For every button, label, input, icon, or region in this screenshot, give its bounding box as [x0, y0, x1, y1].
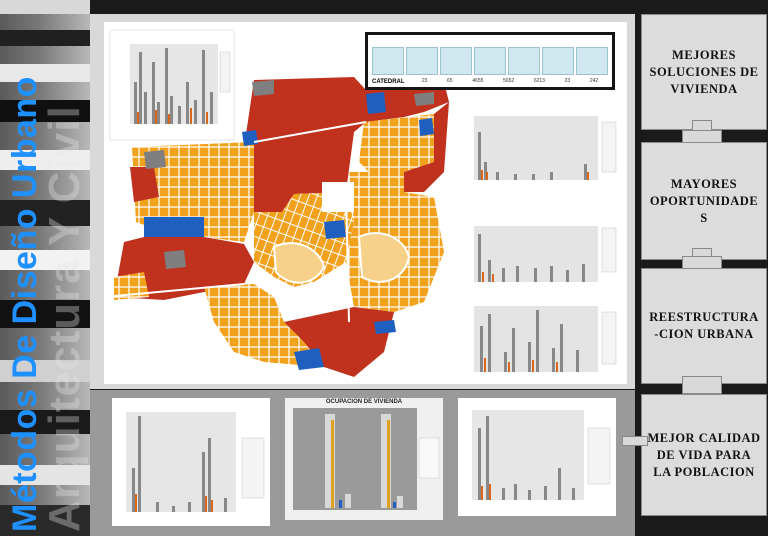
step-label-line: MEJORES	[672, 47, 736, 62]
table-row-label: CATEDRAL	[372, 79, 405, 85]
band-stripe	[0, 0, 90, 14]
step-label-line: OPORTUNIDADE	[649, 193, 759, 208]
table-cell	[474, 47, 506, 75]
step-box-calidad-de-vida: MEJOR CALIDAD DE VIDA PARA LA POBLACION	[641, 394, 767, 516]
table-cell	[542, 47, 574, 75]
bottom-chart-2: OCUPACION DE VIVIENDA	[285, 398, 443, 520]
table-cell	[508, 47, 540, 75]
table-value: 23	[564, 78, 571, 84]
bottom-chart-2-graphic	[293, 408, 440, 510]
summary-table: CATEDRAL 23 65 4655 5652 6213 23 242	[365, 32, 615, 90]
band-stripe	[0, 150, 90, 170]
chart-top-left	[109, 29, 235, 141]
table-cell	[576, 47, 608, 75]
poster-graphics	[104, 29, 622, 380]
band-stripe	[0, 100, 90, 122]
step-label-line: S	[700, 210, 708, 225]
step-box-mejores-soluciones: MEJORES SOLUCIONES DE VIVIENDA	[641, 14, 767, 130]
band-stripe	[0, 410, 90, 434]
table-value: 4655	[472, 78, 484, 84]
band-stripe	[0, 300, 90, 328]
band-stripe	[0, 250, 90, 270]
step-box-reestructuracion: REESTRUCTURA -CION URBANA	[641, 268, 767, 384]
table-value: 6213	[533, 78, 545, 84]
step-label-line: VIVIENDA	[670, 81, 738, 96]
band-stripe	[0, 30, 90, 46]
table-value: 23	[421, 78, 428, 84]
table-cell	[440, 47, 472, 75]
table-values: 23 65 4655 5652 6213 23 242	[412, 78, 608, 84]
step-label-line: DE VIDA PARA	[656, 447, 752, 462]
step-label-line: MAYORES	[670, 176, 738, 191]
band-stripe	[0, 64, 90, 82]
band-stripe	[0, 200, 90, 226]
table-cell	[406, 47, 438, 75]
minus-connector-icon	[682, 376, 722, 394]
table-value: 5652	[503, 78, 515, 84]
chart-right-1	[454, 102, 622, 188]
table-cells	[372, 47, 608, 75]
table-value: 65	[447, 78, 453, 84]
band-stripe	[0, 505, 90, 536]
step-label-line: -CION URBANA	[654, 327, 754, 341]
left-title-band: Arquitectura Y Civil Métodos De Diseño U…	[0, 0, 90, 536]
table-header	[374, 37, 606, 45]
bottom-chart-3	[458, 398, 616, 516]
chart-right-3	[454, 294, 622, 380]
sidebar-subtitle: Arquitectura Y Civil	[40, 105, 89, 532]
table-value: 242	[589, 78, 599, 84]
step-box-mayores-oportunidades: MAYORES OPORTUNIDADE S	[641, 142, 767, 260]
step-label-line: LA POBLACION	[653, 464, 755, 479]
bottom-chart-2-title: OCUPACION DE VIVIENDA	[325, 399, 403, 405]
urban-map	[104, 77, 449, 377]
step-label-line: SOLUCIONES DE	[649, 64, 759, 79]
band-stripe	[0, 360, 90, 382]
band-stripe	[0, 465, 90, 485]
chart-right-2	[454, 214, 622, 290]
arrow-connector-icon	[622, 436, 648, 446]
step-label-line: MEJOR CALIDAD	[647, 430, 761, 445]
bottom-chart-3-graphic	[472, 410, 611, 500]
bottom-chart-1-graphic	[126, 412, 265, 512]
bottom-chart-1	[112, 398, 270, 526]
step-label-line: REESTRUCTURA	[649, 310, 759, 324]
sidebar-title: Métodos De Diseño Urbano	[6, 76, 44, 532]
table-cell	[372, 47, 404, 75]
